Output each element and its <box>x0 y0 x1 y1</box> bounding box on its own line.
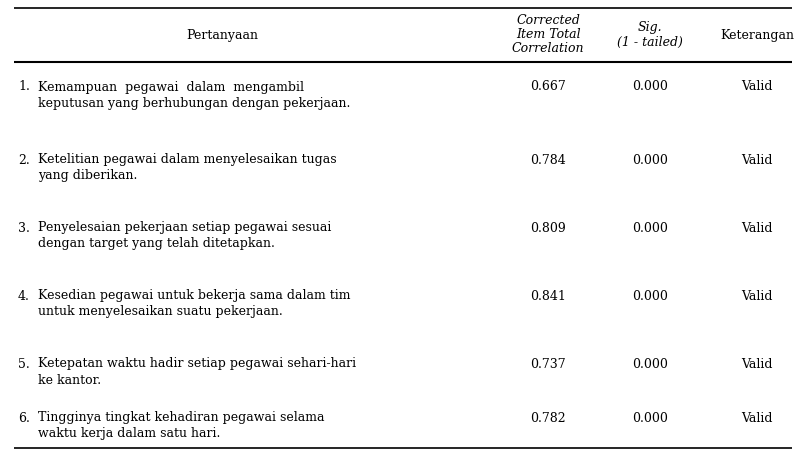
Text: 0.000: 0.000 <box>632 411 668 424</box>
Text: 0.667: 0.667 <box>530 80 566 94</box>
Text: 5.: 5. <box>18 357 30 370</box>
Text: Correlation: Correlation <box>512 43 584 55</box>
Text: 1.: 1. <box>18 80 30 94</box>
Text: Tingginya tingkat kehadiran pegawai selama: Tingginya tingkat kehadiran pegawai sela… <box>38 411 325 424</box>
Text: Valid: Valid <box>741 80 773 94</box>
Text: 0.784: 0.784 <box>530 153 566 167</box>
Text: Item Total: Item Total <box>516 29 581 41</box>
Text: Valid: Valid <box>741 153 773 167</box>
Text: Ketelitian pegawai dalam menyelesaikan tugas: Ketelitian pegawai dalam menyelesaikan t… <box>38 153 337 167</box>
Text: 0.809: 0.809 <box>530 222 566 235</box>
Text: yang diberikan.: yang diberikan. <box>38 169 137 183</box>
Text: 0.782: 0.782 <box>530 411 566 424</box>
Text: (1 - tailed): (1 - tailed) <box>617 35 683 49</box>
Text: 2.: 2. <box>18 153 30 167</box>
Text: Kesedian pegawai untuk bekerja sama dalam tim: Kesedian pegawai untuk bekerja sama dala… <box>38 290 350 302</box>
Text: 0.000: 0.000 <box>632 290 668 302</box>
Text: Kemampuan  pegawai  dalam  mengambil: Kemampuan pegawai dalam mengambil <box>38 80 304 94</box>
Text: Valid: Valid <box>741 290 773 302</box>
Text: Valid: Valid <box>741 411 773 424</box>
Text: Penyelesaian pekerjaan setiap pegawai sesuai: Penyelesaian pekerjaan setiap pegawai se… <box>38 222 331 235</box>
Text: Corrected: Corrected <box>516 15 580 28</box>
Text: Ketepatan waktu hadir setiap pegawai sehari-hari: Ketepatan waktu hadir setiap pegawai seh… <box>38 357 356 370</box>
Text: 4.: 4. <box>18 290 30 302</box>
Text: waktu kerja dalam satu hari.: waktu kerja dalam satu hari. <box>38 428 221 440</box>
Text: 0.000: 0.000 <box>632 357 668 370</box>
Text: 0.000: 0.000 <box>632 80 668 94</box>
Text: 0.737: 0.737 <box>530 357 566 370</box>
Text: 6.: 6. <box>18 411 30 424</box>
Text: Pertanyaan: Pertanyaan <box>186 29 258 41</box>
Text: Valid: Valid <box>741 222 773 235</box>
Text: ke kantor.: ke kantor. <box>38 374 101 386</box>
Text: Valid: Valid <box>741 357 773 370</box>
Text: 3.: 3. <box>18 222 30 235</box>
Text: Sig.: Sig. <box>638 21 662 35</box>
Text: dengan target yang telah ditetapkan.: dengan target yang telah ditetapkan. <box>38 237 275 251</box>
Text: keputusan yang berhubungan dengan pekerjaan.: keputusan yang berhubungan dengan pekerj… <box>38 97 350 109</box>
Text: 0.841: 0.841 <box>530 290 566 302</box>
Text: 0.000: 0.000 <box>632 222 668 235</box>
Text: 0.000: 0.000 <box>632 153 668 167</box>
Text: untuk menyelesaikan suatu pekerjaan.: untuk menyelesaikan suatu pekerjaan. <box>38 306 283 319</box>
Text: Keterangan: Keterangan <box>720 29 794 41</box>
